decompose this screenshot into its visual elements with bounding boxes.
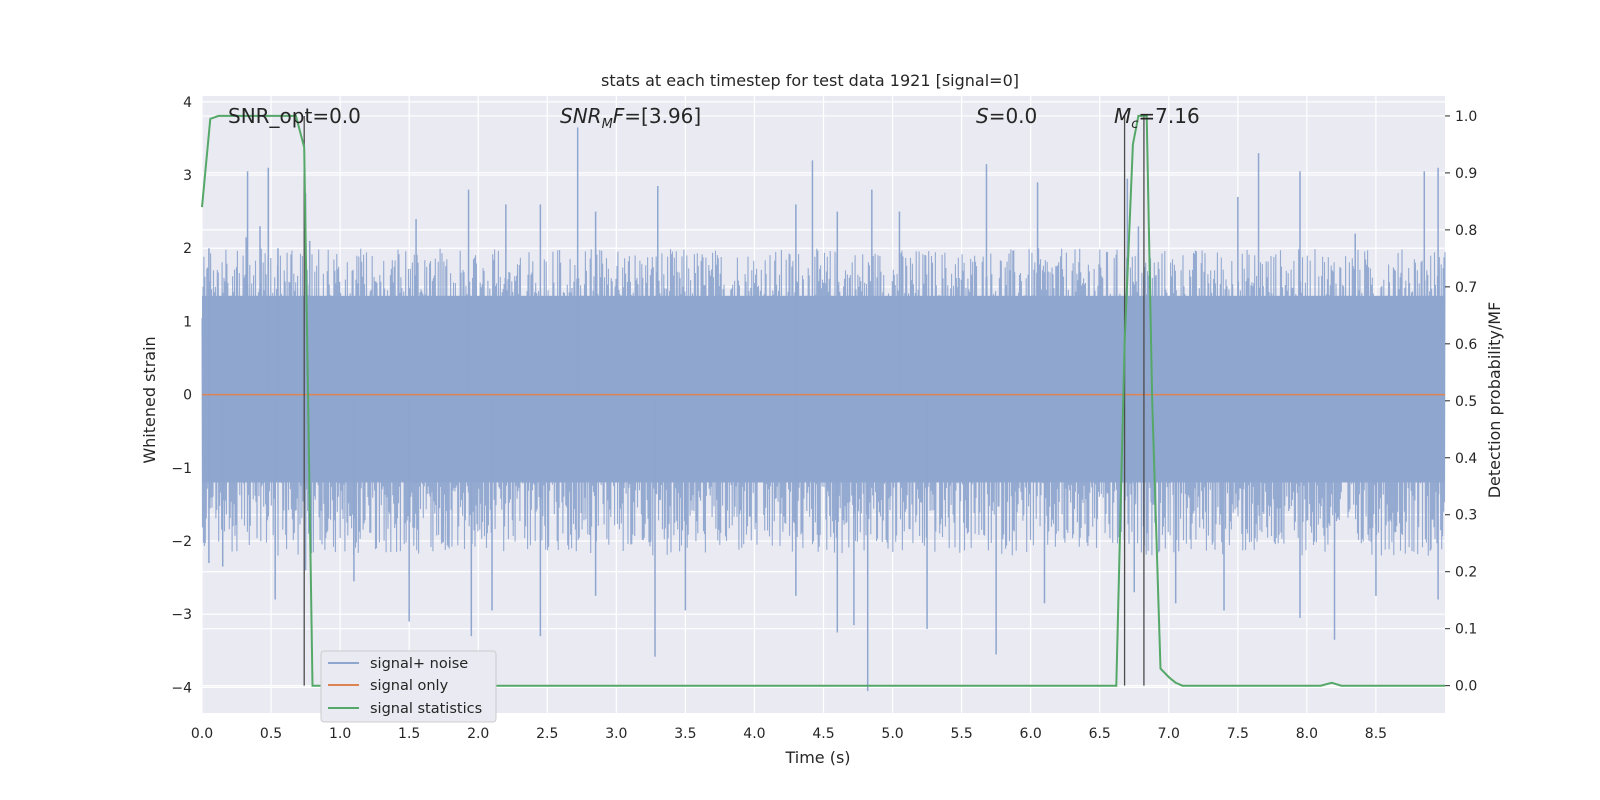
annotation-snr-mf: SNRMF=[3.96]: [560, 104, 701, 132]
y-left-tick-label: −3: [171, 607, 192, 623]
y-right-tick-label: 0.9: [1455, 166, 1477, 182]
annotation-s: S=0.0: [976, 104, 1037, 128]
x-tick-label: 2.0: [467, 726, 489, 742]
x-tick-label: 5.5: [950, 726, 972, 742]
y-right-tick-label: 0.6: [1455, 337, 1477, 353]
x-tick-label: 1.5: [398, 726, 420, 742]
annotation-mc: Mc=7.16: [1114, 104, 1200, 132]
signal-noise-series: [201, 127, 1446, 692]
y-left-tick-label: 1: [183, 314, 192, 330]
x-tick-label: 6.5: [1089, 726, 1111, 742]
chart-title: stats at each timestep for test data 192…: [601, 71, 1019, 90]
y-axis-left-title: Whitened strain: [140, 336, 159, 463]
legend-label-signal-noise: signal+ noise: [370, 656, 468, 672]
x-tick-label: 4.5: [812, 726, 834, 742]
y-right-tick-label: 1.0: [1455, 109, 1477, 125]
y-left-tick-label: −2: [171, 534, 192, 550]
y-right-tick-label: 0.5: [1455, 394, 1477, 410]
x-tick-label: 0.0: [191, 726, 213, 742]
y-right-tick-label: 0.7: [1455, 280, 1477, 296]
annotation-snr-mf-sub: M: [602, 117, 613, 132]
x-tick-label: 0.5: [260, 726, 282, 742]
y-axis-right-title: Detection probability/MF: [1485, 302, 1504, 499]
legend-box: [320, 650, 497, 723]
y-left-tick-label: 0: [183, 388, 192, 404]
annotation-snr-opt-text: SNR_opt=0.0: [228, 104, 361, 128]
x-tick-label: 7.0: [1158, 726, 1180, 742]
signal-statistics-line: [201, 114, 1445, 687]
x-tick-label: 2.5: [536, 726, 558, 742]
y-left-tick-label: −4: [171, 680, 192, 696]
legend-label-signal-only: signal only: [370, 678, 449, 694]
y-left-tick-label: 3: [183, 168, 192, 184]
x-tick-label: 5.0: [881, 726, 903, 742]
annotation-mc-sub: c: [1131, 117, 1138, 132]
y-right-tick-label: 0.2: [1455, 565, 1477, 581]
x-tick-label: 8.5: [1365, 726, 1387, 742]
annotation-s-italic: S: [976, 104, 989, 128]
y-right-tick-label: 0.4: [1455, 451, 1477, 467]
x-tick-label: 4.0: [743, 726, 765, 742]
x-axis-title: Time (s): [784, 748, 850, 767]
ticks: 0.0 0.5 1.0 1.5 2.0 2.5 3.0 3.5 4.0 4.5 5.0 5.5 6.0 6…: [171, 95, 1477, 742]
y-right-tick-label: 0.0: [1455, 679, 1477, 695]
x-tick-label: 6.0: [1020, 726, 1042, 742]
legend-label-signal-statistics: signal statistics: [370, 701, 482, 717]
x-tick-label: 8.0: [1296, 726, 1318, 742]
x-tick-label: 3.0: [605, 726, 627, 742]
y-right-tick-label: 0.1: [1455, 622, 1477, 638]
annotation-snr-mf-italic: SNR: [560, 104, 602, 128]
annotation-snr-opt: SNR_opt=0.0: [228, 104, 361, 128]
x-tick-label: 7.5: [1227, 726, 1249, 742]
x-tick-label: 3.5: [674, 726, 696, 742]
annotation-snr-mf-rest: F: [613, 104, 625, 128]
annotation-s-value: =0.0: [989, 104, 1038, 128]
y-left-tick-label: 4: [183, 95, 192, 111]
annotation-mc-italic: M: [1114, 104, 1131, 128]
y-right-tick-label: 0.8: [1455, 223, 1477, 239]
y-left-tick-label: −1: [171, 461, 192, 477]
legend: signal+ noise signal only signal statist…: [320, 650, 497, 723]
x-tick-label: 1.0: [329, 726, 351, 742]
y-left-tick-label: 2: [183, 241, 192, 257]
y-right-tick-label: 0.3: [1455, 508, 1477, 524]
annotation-snr-mf-value: =[3.96]: [624, 104, 701, 128]
overlay-series: [201, 114, 1445, 687]
annotation-mc-value: =7.16: [1138, 104, 1199, 128]
